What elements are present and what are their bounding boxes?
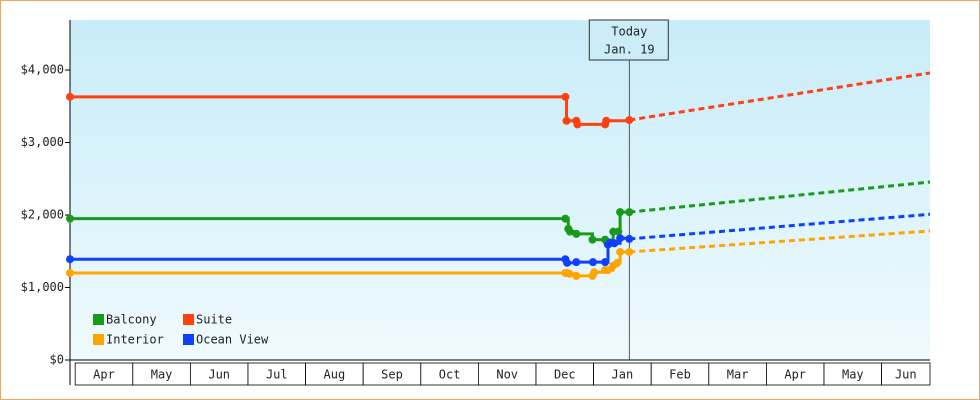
x-tick-label: Jan [612,368,634,382]
x-tick-label: Apr [93,368,115,382]
price-point [614,227,623,236]
x-tick-label: Sep [381,368,403,382]
legend-label: Suite [196,313,232,327]
price-point [602,116,611,125]
price-point [572,258,581,267]
y-tick-label: $3,000 [21,135,64,149]
price-point [563,258,572,267]
projection-line [629,180,931,214]
x-tick-label: Apr [784,368,806,382]
price-point [590,268,599,277]
legend-swatch [183,334,194,345]
x-tick-label: Oct [439,368,461,382]
projection-line [629,71,931,122]
price-point [66,92,74,101]
x-tick-label: Feb [669,368,691,382]
price-point [66,214,74,223]
price-point [589,258,598,267]
x-tick-label: Dec [554,368,576,382]
y-tick-label: $2,000 [21,208,64,222]
price-point [573,120,582,129]
price-point [562,116,571,125]
price-point [561,214,570,223]
plot-area [70,20,930,360]
today-box [588,19,669,61]
price-point [601,258,610,267]
price-point [625,116,634,125]
today-label: Today [611,25,647,39]
x-tick-label: Jul [266,368,288,382]
y-tick-label: $0 [50,353,64,367]
x-tick-label: Jun [208,368,230,382]
x-tick-box [881,362,931,386]
x-tick-label: Aug [324,368,346,382]
legend-swatch [183,314,194,325]
projection-line [629,212,931,241]
x-tick-label: May [842,368,864,382]
legend-label: Ocean View [196,333,269,347]
price-point [565,269,574,278]
today-label: Jan. 19 [604,43,655,57]
y-tick-label: $1,000 [21,280,64,294]
legend-swatch [93,314,104,325]
x-tick-label: Jun [895,368,917,382]
price-point [66,255,74,264]
x-tick-label: May [151,368,173,382]
price-point [625,247,634,256]
price-point [572,229,581,238]
price-point [625,208,634,217]
price-point [625,234,634,243]
price-point [616,247,625,256]
price-point [610,239,619,248]
price-point [616,208,625,217]
x-tick-label: Nov [496,368,518,382]
legend-label: Balcony [106,313,157,327]
projection-line [629,229,931,254]
legend-swatch [93,334,104,345]
legend-label: Interior [106,333,164,347]
x-tick-label: Mar [727,368,749,382]
y-tick-label: $4,000 [21,63,64,77]
price-point [572,271,581,280]
price-point [66,269,74,278]
price-point [588,235,597,244]
price-point [565,227,574,236]
price-point [616,234,625,243]
price-point [613,258,622,267]
price-point [561,92,570,101]
